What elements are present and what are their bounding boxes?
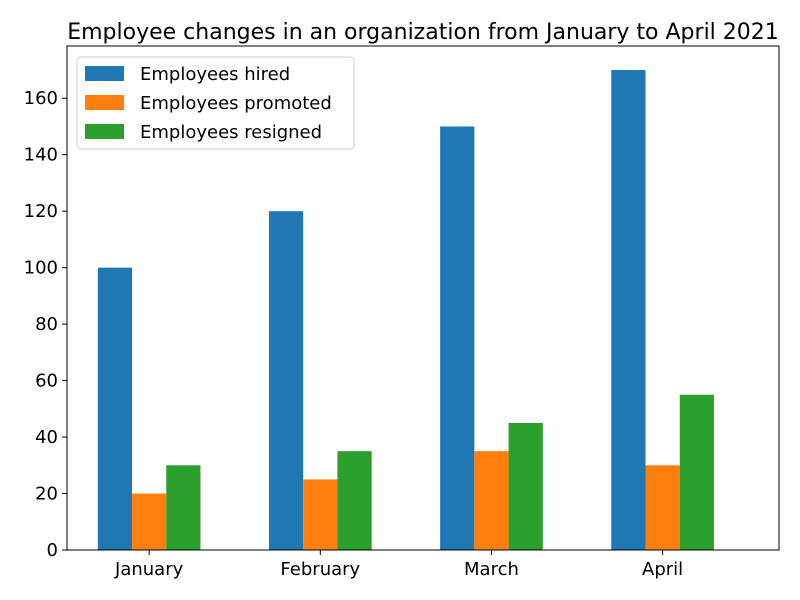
bar-employees-promoted-january (132, 493, 167, 550)
legend-label: Employees promoted (140, 93, 332, 114)
bar-employees-promoted-march (474, 451, 509, 550)
y-tick-label: 80 (35, 314, 58, 335)
chart-title: Employee changes in an organization from… (67, 20, 779, 45)
y-tick-label: 40 (35, 427, 58, 448)
y-tick-label: 60 (35, 371, 58, 392)
bar-employees-hired-january (97, 267, 133, 550)
legend-swatch (85, 66, 124, 81)
y-tick-label: 140 (24, 145, 58, 166)
y-tick-label: 100 (24, 258, 58, 279)
bar-employees-resigned-march (508, 422, 543, 550)
bar-employees-hired-april (611, 70, 646, 550)
legend-label: Employees hired (140, 64, 290, 85)
bars-group (97, 70, 714, 551)
x-tick-label: February (280, 559, 360, 580)
y-tick-label: 160 (24, 88, 58, 109)
axes-group: 0 20 40 60 80 100 120 140 160 January February Marc… (24, 45, 780, 580)
bar-employees-promoted-april (645, 465, 680, 550)
legend: Employees hired Employees promoted Employe… (76, 56, 355, 150)
legend-label: Employees resigned (140, 122, 322, 143)
legend-swatch (85, 124, 124, 139)
x-tick-label: January (114, 559, 184, 580)
legend-box (76, 56, 355, 150)
bar-employees-resigned-april (679, 394, 714, 550)
bar-employees-hired-march (440, 126, 475, 551)
bar-employees-resigned-february (337, 451, 372, 550)
bar-employees-promoted-february (303, 479, 338, 550)
x-tick-label: March (464, 559, 519, 580)
plot-frame (66, 45, 780, 551)
bar-employees-resigned-january (166, 465, 201, 550)
x-tick-label: April (642, 559, 683, 580)
y-tick-label: 20 (35, 484, 58, 505)
y-tick-label: 120 (24, 201, 58, 222)
y-tick-label: 0 (47, 540, 58, 561)
bar-employees-hired-february (268, 211, 304, 551)
legend-swatch (85, 95, 124, 110)
